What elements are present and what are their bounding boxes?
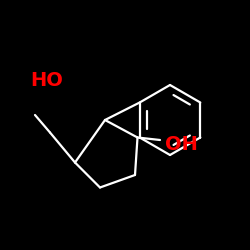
Text: HO: HO	[30, 70, 63, 90]
Text: OH: OH	[165, 136, 198, 154]
